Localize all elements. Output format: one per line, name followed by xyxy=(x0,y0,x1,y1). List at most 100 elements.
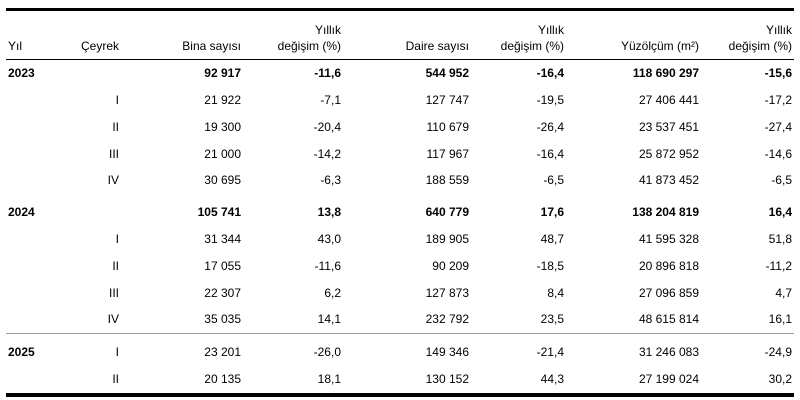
cell-ceyrek: IV xyxy=(107,312,119,327)
cell-yil xyxy=(6,226,61,253)
table-row: 2023 92 917 -11,6 544 952 -16,4 118 690 297 -1… xyxy=(6,60,794,87)
cell-yil xyxy=(6,306,61,333)
cell-daire_sayisi: 90 209 xyxy=(432,258,469,273)
table-body: 2023 92 917 -11,6 544 952 -16,4 118 690 297 -1… xyxy=(6,60,794,395)
table-row: IV 35 035 14,1 232 792 23,5 48 615 814 16,1 xyxy=(6,306,794,333)
cell-ceyrek xyxy=(61,194,127,226)
cell-bina_yillik_degisim: -26,0 xyxy=(243,333,343,366)
cell-yil: 2023 xyxy=(8,66,35,81)
table-row: III 22 307 6,2 127 873 8,4 27 096 859 4,7 xyxy=(6,280,794,307)
cell-bina_sayisi: 23 201 xyxy=(127,333,243,366)
cell-yuzolcum_m2: 23 537 451 xyxy=(638,119,699,134)
cell-yuzolcum_m2: 31 246 083 xyxy=(566,333,701,366)
cell-ceyrek: III xyxy=(108,146,119,161)
cell-daire_sayisi: 149 346 xyxy=(343,333,471,366)
column-header-yuzolcum_yillik_degisim: Yıllık değişim (%) xyxy=(701,9,794,61)
cell-bina_yillik_degisim: 43,0 xyxy=(317,231,341,246)
cell-daire_yillik_degisim: -21,4 xyxy=(471,333,566,366)
cell-ceyrek: I xyxy=(115,231,119,246)
cell-ceyrek: II xyxy=(112,371,119,386)
cell-ceyrek xyxy=(61,60,127,87)
cell-daire_sayisi: 130 152 xyxy=(425,371,469,386)
cell-ceyrek: I xyxy=(61,333,127,366)
cell-bina_yillik_degisim: 6,2 xyxy=(324,285,341,300)
column-header-ceyrek: Çeyrek xyxy=(61,9,127,61)
building-statistics-table: Yıl Çeyrek Bina sayısı Yıllık değişim (%) Da… xyxy=(6,8,794,397)
cell-ceyrek: IV xyxy=(107,173,119,188)
cell-yil xyxy=(6,167,61,194)
cell-ceyrek: II xyxy=(112,119,119,134)
cell-bina_sayisi: 20 135 xyxy=(204,371,241,386)
table-row: 2024 105 741 13,8 640 779 17,6 138 204 819 16,… xyxy=(6,194,794,226)
table-row: II 17 055 -11,6 90 209 -18,5 20 896 818 -11,2 xyxy=(6,253,794,280)
column-header-yuzolcum_m2: Yüzölçüm (m²) xyxy=(566,9,701,61)
cell-bina_sayisi: 19 300 xyxy=(204,119,241,134)
cell-yuzolcum_m2: 27 406 441 xyxy=(638,92,699,107)
cell-daire_yillik_degisim: -6,5 xyxy=(543,173,564,188)
cell-yil xyxy=(6,141,61,168)
table-row: IV 30 695 -6,3 188 559 -6,5 41 873 452 -6,5 xyxy=(6,167,794,194)
cell-daire_yillik_degisim: 23,5 xyxy=(540,312,564,327)
cell-yuzolcum_yillik_degisim: -24,9 xyxy=(701,333,794,366)
cell-bina_yillik_degisim: -7,1 xyxy=(320,92,341,107)
cell-daire_yillik_degisim: -19,5 xyxy=(536,92,564,107)
table-row: II 20 135 18,1 130 152 44,3 27 199 024 30,2 xyxy=(6,366,794,395)
cell-daire_sayisi: 110 679 xyxy=(426,119,470,134)
cell-daire_yillik_degisim: 17,6 xyxy=(540,205,564,220)
cell-yuzolcum_yillik_degisim: -11,2 xyxy=(765,258,792,273)
cell-bina_yillik_degisim: 14,1 xyxy=(317,312,341,327)
cell-daire_sayisi: 189 905 xyxy=(425,231,469,246)
cell-yil xyxy=(6,87,61,114)
cell-bina_yillik_degisim: 18,1 xyxy=(317,371,341,386)
cell-yil: 2024 xyxy=(8,205,35,220)
cell-daire_sayisi: 127 873 xyxy=(425,285,469,300)
cell-yil xyxy=(6,253,61,280)
cell-bina_sayisi: 92 917 xyxy=(204,66,241,81)
cell-daire_yillik_degisim: -16,4 xyxy=(536,66,564,81)
table-row: I 21 922 -7,1 127 747 -19,5 27 406 441 -17,2 xyxy=(6,87,794,114)
table-row: I 31 344 43,0 189 905 48,7 41 595 328 51,8 xyxy=(6,226,794,253)
cell-ceyrek: III xyxy=(108,285,119,300)
cell-yuzolcum_m2: 27 096 859 xyxy=(638,285,699,300)
cell-yuzolcum_m2: 25 872 952 xyxy=(638,146,699,161)
cell-bina_yillik_degisim: -11,6 xyxy=(314,258,341,273)
cell-yuzolcum_m2: 118 690 297 xyxy=(632,66,699,81)
table-row: 2025 I 23 201 -26,0 149 346 -21,4 31 246 083 -2… xyxy=(6,333,794,366)
cell-yil xyxy=(6,366,61,395)
cell-yuzolcum_m2: 48 615 814 xyxy=(638,312,699,327)
cell-yuzolcum_yillik_degisim: -14,6 xyxy=(764,146,792,161)
cell-bina_sayisi: 21 922 xyxy=(204,92,241,107)
cell-yuzolcum_m2: 27 199 024 xyxy=(638,371,699,386)
cell-daire_sayisi: 127 747 xyxy=(425,92,469,107)
cell-yuzolcum_yillik_degisim: -6,5 xyxy=(771,173,792,188)
cell-yil xyxy=(6,280,61,307)
cell-yil xyxy=(6,114,61,141)
table-header-row: Yıl Çeyrek Bina sayısı Yıllık değişim (%) Da… xyxy=(6,9,794,61)
column-header-bina_sayisi: Bina sayısı xyxy=(127,9,243,61)
cell-bina_yillik_degisim: -6,3 xyxy=(320,173,341,188)
cell-daire_sayisi: 544 952 xyxy=(425,66,469,81)
cell-yuzolcum_yillik_degisim: 16,4 xyxy=(768,205,792,220)
cell-bina_yillik_degisim: -14,2 xyxy=(313,146,341,161)
cell-bina_yillik_degisim: -20,4 xyxy=(313,119,341,134)
cell-bina_sayisi: 31 344 xyxy=(204,231,241,246)
column-header-daire_yillik_degisim: Yıllık değişim (%) xyxy=(471,9,566,61)
cell-yuzolcum_m2: 41 595 328 xyxy=(638,231,699,246)
cell-daire_yillik_degisim: -16,4 xyxy=(536,146,564,161)
cell-yuzolcum_m2: 20 896 818 xyxy=(638,258,699,273)
cell-bina_sayisi: 17 055 xyxy=(204,258,241,273)
cell-yuzolcum_yillik_degisim: 4,7 xyxy=(775,285,792,300)
column-header-daire_sayisi: Daire sayısı xyxy=(343,9,471,61)
cell-daire_yillik_degisim: -18,5 xyxy=(536,258,564,273)
cell-daire_sayisi: 188 559 xyxy=(425,173,469,188)
cell-daire_yillik_degisim: 48,7 xyxy=(540,231,564,246)
cell-bina_yillik_degisim: 13,8 xyxy=(317,205,341,220)
cell-daire_sayisi: 640 779 xyxy=(425,205,469,220)
cell-bina_sayisi: 22 307 xyxy=(204,285,241,300)
cell-bina_sayisi: 30 695 xyxy=(204,173,241,188)
cell-yuzolcum_yillik_degisim: -17,2 xyxy=(764,92,792,107)
cell-daire_sayisi: 232 792 xyxy=(425,312,469,327)
cell-bina_sayisi: 105 741 xyxy=(197,205,241,220)
column-header-yil: Yıl xyxy=(6,9,61,61)
